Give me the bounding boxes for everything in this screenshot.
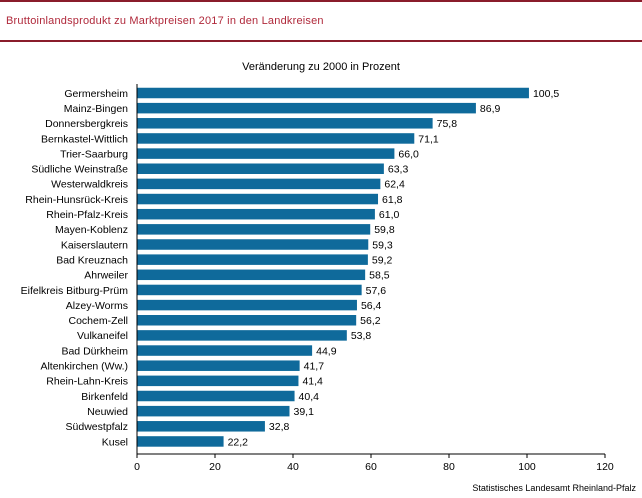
category-label: Trier-Saarburg: [60, 148, 128, 160]
category-labels: Germersheim Mainz-Bingen Donnersbergkreis B…: [21, 88, 129, 448]
value-label: 44,9: [316, 345, 337, 357]
bar: [137, 269, 366, 281]
page-title: Bruttoinlandsprodukt zu Marktpreisen 201…: [6, 15, 324, 27]
category-label: Ahrweiler: [84, 270, 128, 282]
bar: [137, 405, 290, 417]
source-note: Statistisches Landesamt Rheinland-Pfalz: [472, 483, 636, 493]
category-label: Bad Kreuznach: [56, 254, 128, 266]
category-label: Mainz-Bingen: [64, 103, 128, 115]
x-tick-label: 40: [287, 461, 299, 473]
category-label: Eifelkreis Bitburg-Prüm: [21, 285, 129, 297]
value-label: 100,5: [533, 88, 559, 100]
bar: [137, 148, 395, 159]
category-label: Birkenfeld: [81, 391, 128, 403]
x-tick-label: 100: [518, 461, 536, 473]
category-label: Bernkastel-Wittlich: [41, 133, 128, 145]
bar: [137, 239, 369, 250]
value-label: 86,9: [480, 103, 501, 115]
value-label: 59,3: [372, 239, 393, 251]
value-label: 39,1: [293, 406, 314, 418]
value-label: 41,7: [304, 361, 325, 373]
category-label: Neuwied: [87, 406, 128, 418]
value-label: 22,2: [228, 436, 249, 448]
x-tick-label: 120: [596, 461, 614, 473]
category-label: Westerwaldkreis: [51, 179, 128, 191]
value-label: 66,0: [398, 148, 419, 160]
bar: [137, 421, 265, 432]
value-label: 56,2: [360, 315, 381, 327]
x-tick-label: 0: [134, 461, 140, 473]
category-label: Germersheim: [64, 88, 128, 100]
category-label: Südwestpfalz: [66, 421, 128, 433]
category-label: Kaiserslautern: [61, 239, 128, 251]
top-border: [0, 0, 642, 2]
header-separator: [0, 40, 642, 42]
bar: [137, 330, 347, 341]
bar: [137, 360, 300, 371]
bar: [137, 118, 433, 129]
bar: [137, 345, 313, 356]
value-label: 59,2: [372, 254, 393, 266]
category-label: Rhein-Hunsrück-Kreis: [25, 194, 128, 206]
value-label: 59,8: [374, 224, 395, 236]
bar: [137, 193, 379, 205]
value-label: 32,8: [269, 421, 290, 433]
value-label: 40,4: [299, 391, 320, 403]
category-label: Südliche Weinstraße: [31, 164, 128, 176]
category-label: Donnersbergkreis: [45, 118, 128, 130]
chart-title: Veränderung zu 2000 in Prozent: [242, 61, 400, 73]
category-label: Altenkirchen (Ww.): [40, 361, 128, 373]
bar: [137, 224, 371, 235]
value-label: 75,8: [437, 118, 458, 130]
bar: [137, 284, 362, 296]
bar: [137, 254, 368, 265]
x-tick-label: 60: [365, 461, 377, 473]
bar: [137, 299, 357, 311]
x-axis: 0 20 40 60 80 100 120: [134, 84, 614, 473]
bar: [137, 315, 357, 326]
bar: [137, 163, 384, 174]
category-label: Kusel: [102, 436, 128, 448]
header-bar: Bruttoinlandsprodukt zu Marktpreisen 201…: [0, 2, 642, 40]
category-label: Cochem-Zell: [68, 315, 128, 327]
value-label: 63,3: [388, 164, 409, 176]
value-label: 41,4: [302, 376, 323, 388]
value-label: 62,4: [384, 179, 405, 191]
bar: [137, 178, 381, 190]
bar: [137, 436, 224, 447]
bar: [137, 102, 476, 114]
bar: [137, 208, 375, 220]
value-label: 57,6: [366, 285, 387, 297]
value-label: 56,4: [361, 300, 382, 312]
category-label: Rhein-Lahn-Kreis: [46, 376, 128, 388]
category-label: Vulkaneifel: [77, 330, 128, 342]
x-tick-label: 20: [209, 461, 221, 473]
value-labels: 100,5 86,9 75,8 71,1 66,0 63,3 62,4 61,8 61,0 59,…: [228, 88, 560, 448]
category-label: Mayen-Koblenz: [55, 224, 128, 236]
category-label: Alzey-Worms: [66, 300, 128, 312]
bar: [137, 390, 295, 402]
value-label: 61,0: [379, 209, 400, 221]
category-label: Bad Dürkheim: [61, 345, 128, 357]
bar: [137, 133, 415, 144]
category-label: Rhein-Pfalz-Kreis: [46, 209, 128, 221]
value-label: 71,1: [418, 133, 439, 145]
bar: [137, 87, 529, 99]
value-label: 58,5: [369, 270, 390, 282]
x-tick-label: 80: [443, 461, 455, 473]
bar: [137, 375, 299, 387]
value-label: 53,8: [351, 330, 372, 342]
bars-group: [137, 87, 529, 447]
value-label: 61,8: [382, 194, 403, 206]
